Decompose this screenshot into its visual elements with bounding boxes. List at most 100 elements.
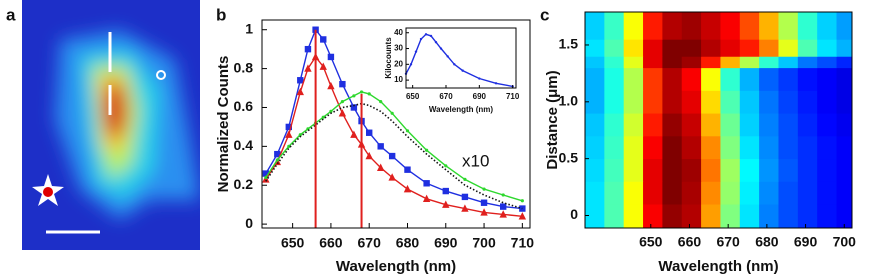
heat-cell xyxy=(604,12,625,40)
pl-image xyxy=(22,0,200,250)
heat-cell xyxy=(662,113,683,137)
annotation: x10 xyxy=(462,151,489,170)
heat-cell xyxy=(662,39,683,57)
y-axis-label: Distance (μm) xyxy=(544,70,561,169)
marker xyxy=(414,50,418,53)
y-tick-label: 10 xyxy=(394,75,403,84)
heat-cell xyxy=(604,204,625,229)
heat-cell xyxy=(585,12,605,40)
heat-cell xyxy=(817,39,837,57)
heat-cell xyxy=(739,113,760,137)
heat-cell xyxy=(720,113,741,137)
marker xyxy=(453,63,456,66)
heat-cell xyxy=(643,90,663,114)
marker xyxy=(264,175,268,180)
heat-cell xyxy=(643,39,663,57)
heat-cell xyxy=(759,204,779,229)
heat-cell xyxy=(720,204,741,229)
heat-cell xyxy=(836,181,853,205)
heat-cell xyxy=(643,135,663,160)
marker xyxy=(350,130,358,138)
marker xyxy=(388,152,396,160)
x-axis-label: Wavelength (nm) xyxy=(429,105,493,114)
heat-cell xyxy=(797,135,818,160)
marker xyxy=(494,82,498,85)
marker xyxy=(500,203,507,210)
marker xyxy=(377,143,384,150)
heat-cell xyxy=(681,113,702,137)
x-tick-label: 650 xyxy=(281,235,305,251)
heat-cell xyxy=(778,181,799,205)
heat-cell xyxy=(778,113,799,137)
heat-cell xyxy=(759,90,779,114)
heat-cell xyxy=(778,67,799,91)
heat-cell xyxy=(701,113,721,137)
heat-cell xyxy=(681,56,702,69)
heat-cell xyxy=(604,90,625,114)
marker xyxy=(439,47,443,50)
heat-cell xyxy=(701,181,721,205)
x-tick-label: 680 xyxy=(755,234,779,250)
heat-cell xyxy=(778,12,799,40)
heat-cell xyxy=(604,67,625,91)
heat-cell xyxy=(662,204,683,229)
heat-cell xyxy=(797,113,818,137)
marker xyxy=(304,45,312,53)
x-tick-label: 670 xyxy=(716,234,740,250)
marker xyxy=(518,212,527,220)
y-axis-label: Kilocounts xyxy=(384,37,393,79)
y-tick-label: 0.2 xyxy=(234,176,254,192)
marker xyxy=(376,163,385,171)
heat-cell xyxy=(778,204,799,229)
heat-cell xyxy=(585,204,605,229)
heat-cell xyxy=(643,181,663,205)
heat-cell xyxy=(623,67,644,91)
heat-cell xyxy=(836,12,853,40)
x-tick-label: 670 xyxy=(358,235,382,251)
heat-cell xyxy=(797,39,818,57)
marker xyxy=(499,210,507,218)
heat-cell xyxy=(585,135,605,160)
heat-cell xyxy=(681,90,702,114)
marker xyxy=(366,129,373,136)
marker xyxy=(480,199,488,206)
x-tick-label: 680 xyxy=(396,235,420,251)
heat-cell xyxy=(662,12,683,40)
x-tick-label: 710 xyxy=(506,92,520,101)
x-axis-label: Wavelength (nm) xyxy=(336,258,456,275)
heat-cell xyxy=(623,39,644,57)
heat-cell xyxy=(817,181,837,205)
heat-cell xyxy=(585,90,605,114)
heat-cell xyxy=(681,181,702,205)
y-tick-label: 0.4 xyxy=(234,137,254,153)
heat-cell xyxy=(759,158,779,182)
heat-cell xyxy=(662,56,683,69)
marker xyxy=(274,150,281,158)
marker xyxy=(285,123,292,131)
heat-cell xyxy=(720,56,741,69)
marker xyxy=(359,90,364,94)
heat-cell xyxy=(739,56,760,69)
heat-cell xyxy=(643,12,663,40)
heat-cell xyxy=(759,56,779,69)
heat-cell xyxy=(623,56,644,69)
x-tick-label: 690 xyxy=(473,92,487,101)
heat-cell xyxy=(817,158,837,182)
heat-cell xyxy=(643,67,663,91)
heat-cell xyxy=(817,56,837,69)
heat-cell xyxy=(585,113,605,137)
marker xyxy=(319,62,327,70)
x-tick-label: 650 xyxy=(406,92,420,101)
heat-cell xyxy=(836,113,853,137)
x-tick-label: 710 xyxy=(511,235,535,251)
x-tick-label: 650 xyxy=(639,234,663,250)
heat-cell xyxy=(778,90,799,114)
heat-cell xyxy=(797,158,818,182)
marker xyxy=(321,115,325,119)
y-tick-label: 30 xyxy=(394,44,403,53)
plot-frame xyxy=(261,19,531,229)
heat-cell xyxy=(681,158,702,182)
marker xyxy=(350,104,358,111)
heat-cell xyxy=(604,135,625,160)
marker xyxy=(446,55,449,58)
